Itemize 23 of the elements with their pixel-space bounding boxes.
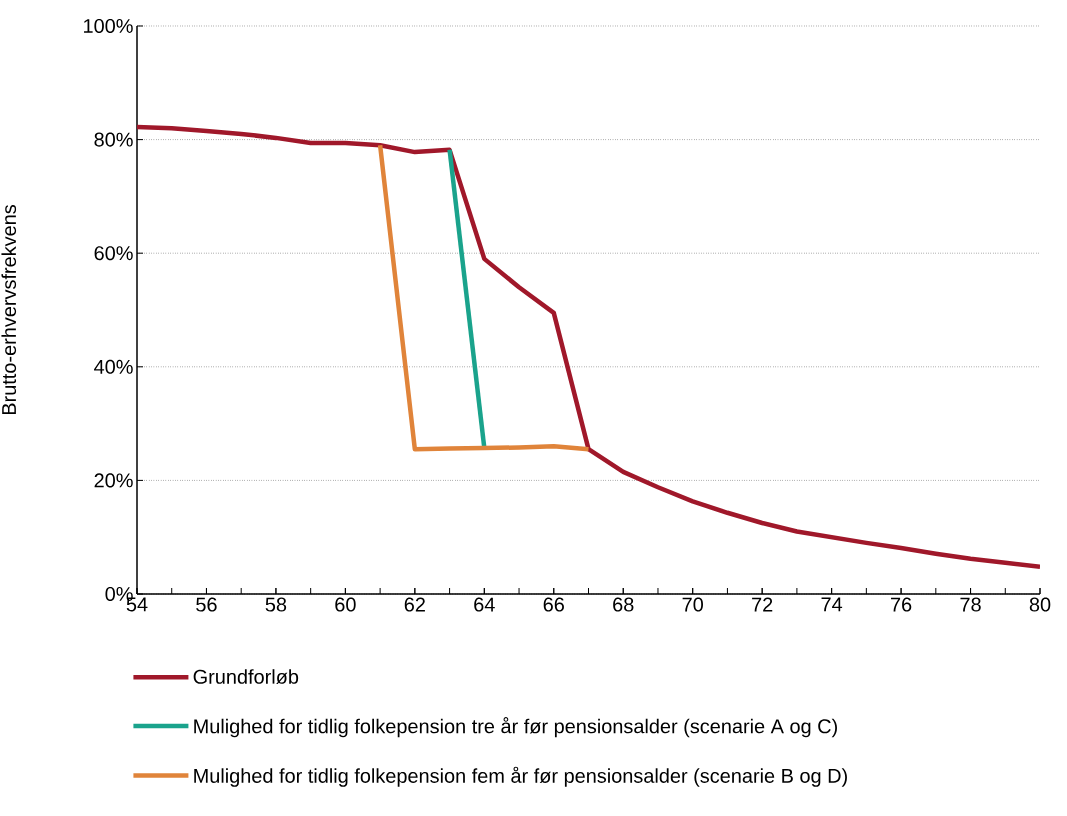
y-tick-label: 100% <box>84 18 133 34</box>
line-series <box>377 143 591 452</box>
y-axis-title: Brutto-erhvervsfrekvens <box>1 204 17 415</box>
x-tick-label: 66 <box>543 597 564 612</box>
y-tick-label: 40% <box>94 359 133 374</box>
x-tick-label: 62 <box>404 597 425 612</box>
x-tick-label: 72 <box>752 597 773 612</box>
y-tick-label: 80% <box>94 132 133 147</box>
y-tick-label: 20% <box>94 473 133 488</box>
x-tick-label: 60 <box>335 597 356 612</box>
x-tick-label: 68 <box>613 597 634 612</box>
x-tick-label: 56 <box>196 597 217 612</box>
legend-label: Grundforløb <box>193 669 299 684</box>
legend-label: Mulighed for tidlig folkepension fem år før pensionsalder (scenarie B og D) <box>194 766 847 787</box>
x-tick-label: 74 <box>821 597 843 612</box>
x-tick-label: 58 <box>265 597 287 612</box>
x-tick-label: 76 <box>891 597 912 612</box>
x-tick-label: 64 <box>474 597 495 612</box>
x-tick-label: 78 <box>960 597 981 612</box>
x-tick-label: 70 <box>682 597 703 612</box>
x-tick-label: 80 <box>1029 597 1051 612</box>
y-tick-label: 60% <box>94 246 133 261</box>
legend-label: Mulighed for tidlig folkepension tre år før pensionsalder (scenarie A og C) <box>194 717 837 738</box>
